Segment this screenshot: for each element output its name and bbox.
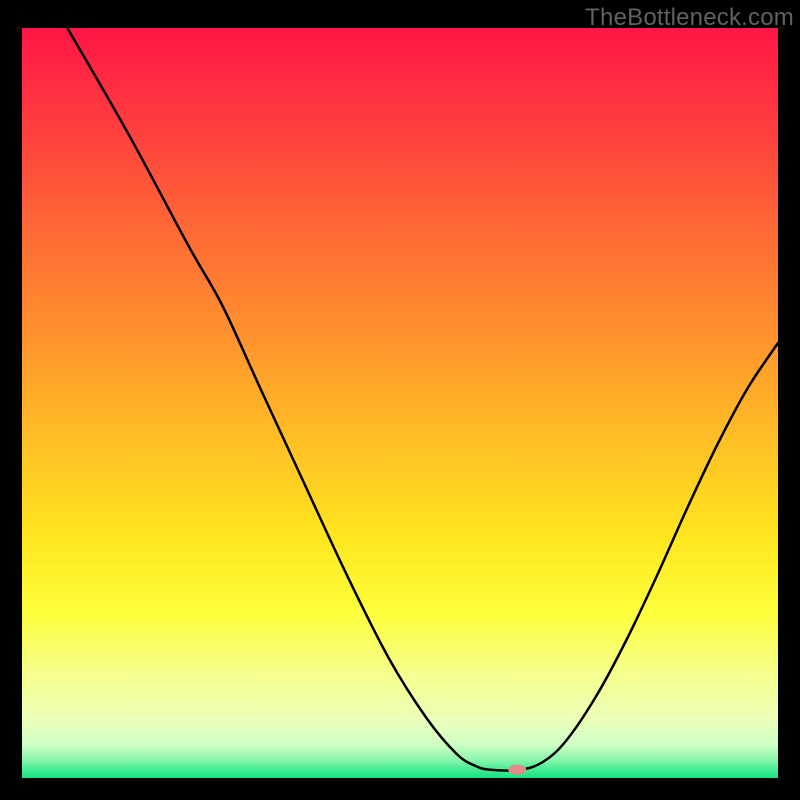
bottleneck-curve-chart [0,0,800,800]
sweet-spot-marker [508,765,526,775]
chart-background [22,28,778,778]
watermark-text: TheBottleneck.com [585,4,794,32]
chart-container: TheBottleneck.com [0,0,800,800]
